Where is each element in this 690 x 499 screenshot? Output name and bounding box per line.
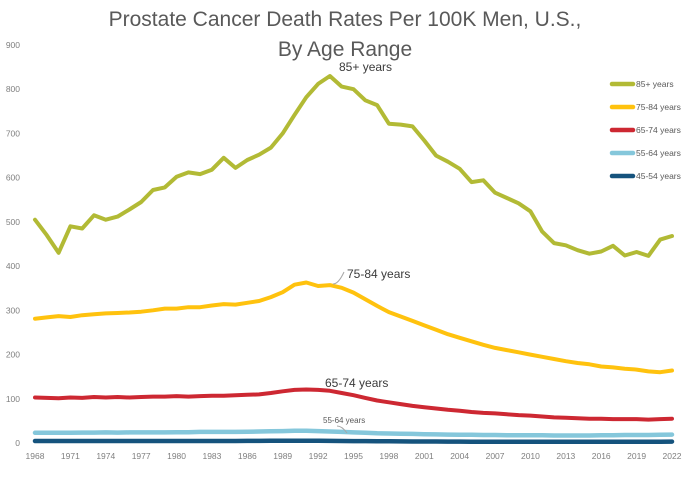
x-axis-tick-label: 2022	[663, 451, 682, 461]
legend-item-55-64-years: 55-64 years	[609, 148, 681, 158]
y-axis-tick-label: 900	[6, 40, 20, 50]
legend-label-65-74-years: 65-74 years	[636, 125, 681, 135]
chart-title: Prostate Cancer Death Rates Per 100K Men…	[0, 5, 690, 65]
x-axis-tick-label: 1983	[202, 451, 221, 461]
x-axis-tick-label: 1971	[61, 451, 80, 461]
series-line-65-74-years	[33, 387, 674, 422]
legend-item-45-54-years: 45-54 years	[609, 171, 681, 181]
x-axis-tick-label: 1992	[309, 451, 328, 461]
legend-label-85-years: 85+ years	[636, 79, 674, 89]
x-axis-tick-label: 1974	[96, 451, 115, 461]
legend-item-85-years: 85+ years	[609, 79, 674, 89]
x-axis-tick-label: 1995	[344, 451, 363, 461]
annotation-85-years: 85+ years	[339, 60, 392, 74]
series-line-45-54-years	[32, 438, 675, 445]
y-axis-tick-label: 700	[6, 128, 20, 138]
annotation-65-74-years: 65-74 years	[325, 376, 388, 390]
x-axis-tick-label: 2001	[415, 451, 434, 461]
legend-item-65-74-years: 65-74 years	[609, 125, 681, 135]
x-axis-tick-label: 1989	[273, 451, 292, 461]
annotation-55-64-years: 55-64 years	[323, 416, 365, 425]
legend-label-55-64-years: 55-64 years	[636, 148, 681, 158]
x-axis-tick-label: 1986	[238, 451, 257, 461]
annotations: 85+ years 75-84 years 65-74 years 55-64 yea…	[323, 60, 410, 434]
series-line-75-84-years	[33, 280, 674, 375]
series-line-85-years	[33, 74, 674, 258]
x-axis: 1968 1971 1974 1977 1980 1983 1986 1989 1992 1995…	[26, 451, 682, 461]
y-axis-tick-label: 600	[6, 173, 20, 183]
annotation-leader-75-84-years	[332, 271, 345, 285]
y-axis-tick-label: 300	[6, 305, 20, 315]
legend: 85+ years 75-84 years 65-74 years 55-64 yea…	[609, 79, 681, 181]
y-axis-tick-label: 100	[6, 394, 20, 404]
x-axis-tick-label: 1980	[167, 451, 186, 461]
x-axis-tick-label: 1977	[132, 451, 151, 461]
annotation-leader-55-64-years	[336, 425, 348, 434]
legend-label-75-84-years: 75-84 years	[636, 102, 681, 112]
y-axis: 0 100 200 300 400 500 600 700 800 900	[6, 40, 20, 448]
x-axis-tick-label: 2010	[521, 451, 540, 461]
legend-item-75-84-years: 75-84 years	[609, 102, 681, 112]
x-axis-tick-label: 2013	[556, 451, 575, 461]
x-axis-tick-label: 2019	[627, 451, 646, 461]
x-axis-tick-label: 1998	[379, 451, 398, 461]
chart-title-line-2: By Age Range	[277, 38, 413, 61]
y-axis-tick-label: 0	[15, 438, 20, 448]
chart-title-line-1: Prostate Cancer Death Rates Per 100K Men…	[108, 8, 582, 31]
annotation-75-84-years: 75-84 years	[347, 267, 410, 281]
x-axis-tick-label: 2004	[450, 451, 469, 461]
y-axis-tick-label: 500	[6, 217, 20, 227]
x-axis-tick-label: 1968	[26, 451, 45, 461]
legend-label-45-54-years: 45-54 years	[636, 171, 681, 181]
x-axis-tick-label: 2007	[486, 451, 505, 461]
x-axis-tick-label: 2016	[592, 451, 611, 461]
series-line-55-64-years	[32, 428, 675, 438]
y-axis-tick-label: 800	[6, 84, 20, 94]
y-axis-tick-label: 200	[6, 350, 20, 360]
y-axis-tick-label: 400	[6, 261, 20, 271]
